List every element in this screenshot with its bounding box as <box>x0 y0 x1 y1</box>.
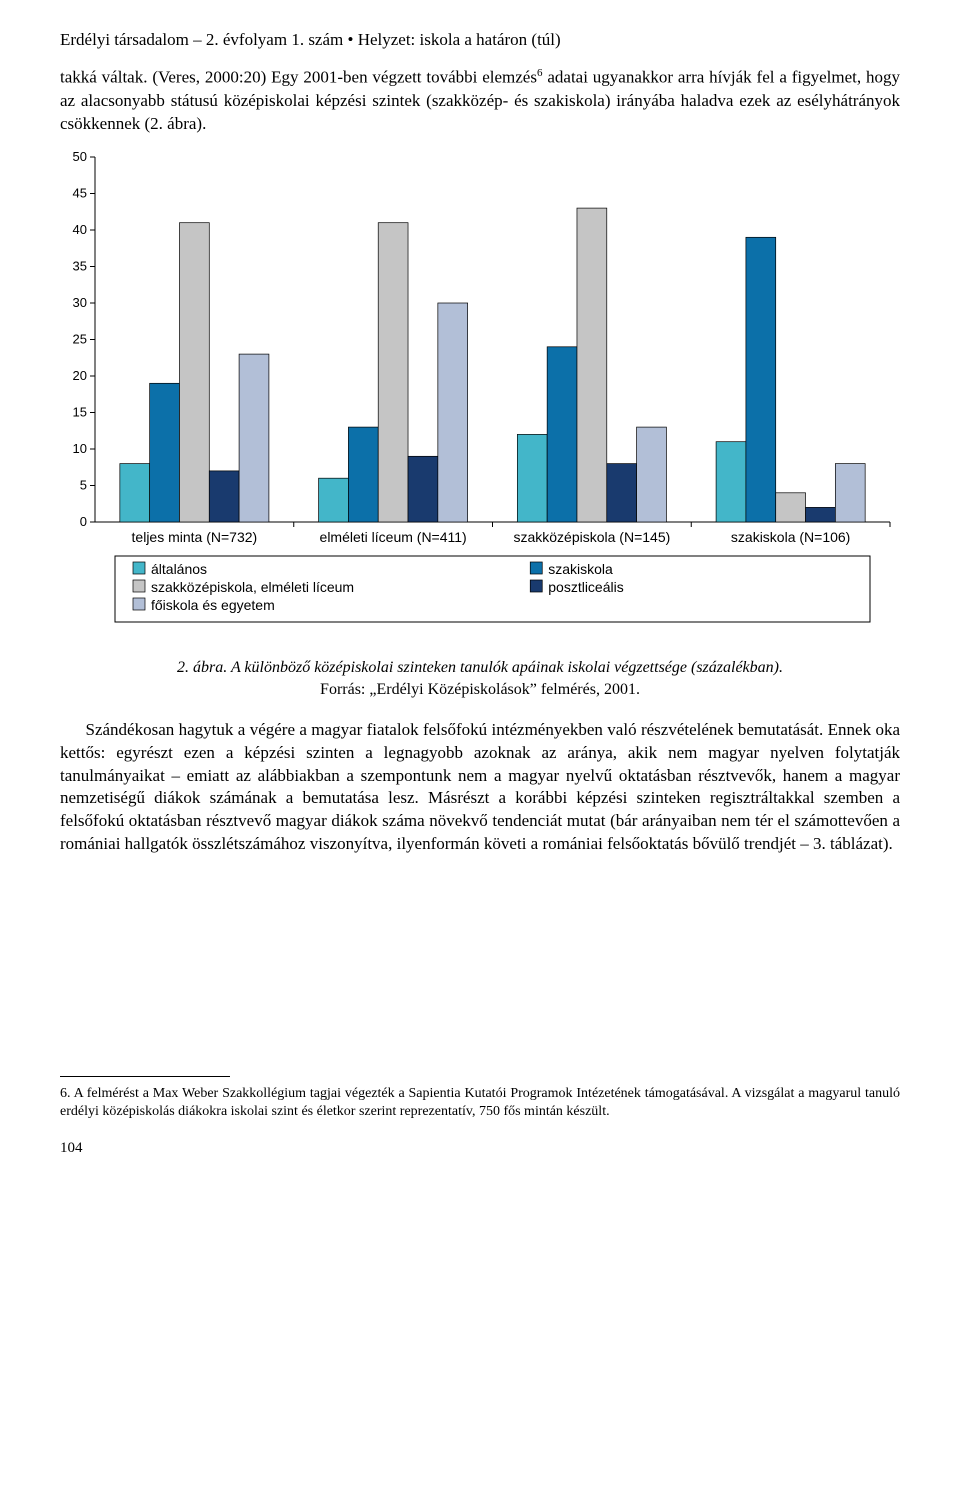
svg-text:40: 40 <box>73 222 87 237</box>
svg-text:főiskola és egyetem: főiskola és egyetem <box>151 597 275 613</box>
svg-text:szakiskola: szakiskola <box>548 561 613 577</box>
svg-text:45: 45 <box>73 186 87 201</box>
svg-text:15: 15 <box>73 405 87 420</box>
footnote-separator <box>60 1076 230 1077</box>
svg-text:teljes minta (N=732): teljes minta (N=732) <box>132 529 258 545</box>
svg-text:50: 50 <box>73 149 87 164</box>
chart-2-abra: 0 5 10 15 20 25 30 35 40 45 50 teljes minta (N=732)… <box>60 147 900 647</box>
caption-line-1: 2. ábra. A különböző középiskolai szinte… <box>177 659 783 676</box>
svg-text:elméleti líceum (N=411): elméleti líceum (N=411) <box>320 529 467 545</box>
footnote-6: 6. A felmérést a Max Weber Szakkollégium… <box>60 1085 900 1121</box>
svg-text:szakközépiskola, elméleti líce: szakközépiskola, elméleti líceum <box>151 579 354 595</box>
svg-text:25: 25 <box>73 332 87 347</box>
svg-text:30: 30 <box>73 295 87 310</box>
svg-text:posztliceális: posztliceális <box>548 579 623 595</box>
svg-text:10: 10 <box>73 441 87 456</box>
svg-text:szakközépiskola (N=145): szakközépiskola (N=145) <box>513 529 670 545</box>
page-number: 104 <box>60 1140 900 1157</box>
svg-text:0: 0 <box>80 514 87 529</box>
paragraph-2: Szándékosan hagytuk a végére a magyar fi… <box>60 719 900 857</box>
svg-text:5: 5 <box>80 478 87 493</box>
svg-text:35: 35 <box>73 259 87 274</box>
caption-line-2: Forrás: „Erdélyi Középiskolások” felméré… <box>320 681 640 698</box>
page-header: Erdélyi társadalom – 2. évfolyam 1. szám… <box>60 30 900 50</box>
paragraph-1: takká váltak. (Veres, 2000:20) Egy 2001-… <box>60 66 900 135</box>
svg-text:20: 20 <box>73 368 87 383</box>
bar-chart-svg: 0 5 10 15 20 25 30 35 40 45 50 teljes minta (N=732)… <box>60 147 900 647</box>
svg-text:szakiskola (N=106): szakiskola (N=106) <box>731 529 850 545</box>
figure-caption: 2. ábra. A különböző középiskolai szinte… <box>60 657 900 700</box>
svg-text:általános: általános <box>151 561 207 577</box>
